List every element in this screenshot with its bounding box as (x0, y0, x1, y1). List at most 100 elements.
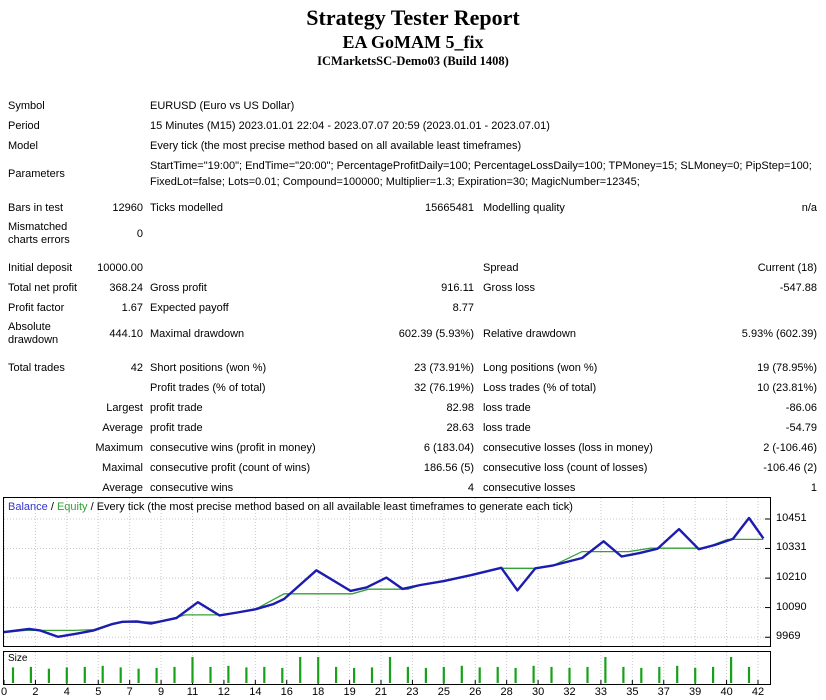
info-value: Every tick (the most precise method base… (150, 140, 522, 152)
stat-label-1: Bars in test (8, 201, 64, 214)
stat-label-2: consecutive profit (count of wins) (150, 461, 311, 474)
size-bar (568, 667, 571, 683)
x-axis-label: 40 (720, 686, 733, 698)
stat-value-2: 916.11 (441, 282, 474, 294)
stat-row: Profit trades (% of total) 32 (76.19%) Los… (0, 378, 826, 398)
report-server-build: ICMarketsSC-Demo03 (Build 1408) (317, 54, 509, 68)
size-bar (658, 666, 661, 683)
size-bar (65, 667, 68, 683)
stat-value-1: Average (102, 422, 143, 434)
stat-value-2: 602.39 (5.93%) (398, 328, 474, 340)
x-axis-label: 23 (406, 686, 419, 698)
stat-value-2: 8.77 (452, 302, 474, 314)
x-axis-label: 37 (657, 686, 670, 698)
stat-value-1: Average (102, 482, 143, 494)
size-panel-label: Size (8, 653, 28, 664)
x-axis-label: 16 (280, 686, 293, 698)
size-bar (442, 666, 445, 683)
stat-label-2: consecutive wins (150, 481, 234, 494)
x-axis-label: 25 (437, 686, 450, 698)
stat-value-3: -547.88 (779, 282, 817, 294)
stat-row: Maximum consecutive wins (profit in money… (0, 438, 826, 458)
size-bar (281, 667, 284, 683)
x-axis-label: 14 (249, 686, 262, 698)
stat-value-1: Maximal (102, 462, 143, 474)
info-value: StartTime="19:00"; EndTime="20:00"; Perc… (150, 160, 812, 188)
stat-label-3: consecutive loss (count of losses) (483, 461, 648, 474)
y-axis-label: 10210 (776, 571, 807, 584)
report-ea-name: EA GoMAM 5_fix (342, 32, 484, 52)
x-axis-label: 2 (32, 686, 39, 698)
size-bar (83, 666, 86, 683)
x-axis-label: 4 (63, 686, 70, 698)
x-axis-label: 30 (531, 686, 545, 698)
size-bar (496, 666, 499, 683)
stat-label-1: Mismatched charts errors (8, 221, 70, 246)
stat-value-1: 368.24 (109, 282, 143, 294)
chart-legend: Balance / Equity / Every tick (the most … (8, 501, 573, 513)
size-bar (424, 667, 427, 683)
x-axis-label: 21 (374, 686, 388, 698)
x-axis-label: 32 (563, 686, 576, 698)
stat-value-2: 32 (76.19%) (414, 382, 474, 394)
size-bar (137, 668, 140, 683)
stat-label-3: Loss trades (% of total) (483, 381, 597, 394)
info-label: Parameters (8, 167, 65, 180)
size-bar (604, 657, 607, 683)
stat-row: Average profit trade 28.63 loss trade -54.79 (0, 418, 826, 438)
stat-row: Largest profit trade 82.98 loss trade -86.06 (0, 398, 826, 418)
stat-value-1: 0 (136, 228, 143, 240)
stat-label-3: consecutive losses (loss in money) (483, 441, 653, 454)
size-bar (676, 665, 679, 683)
size-bar (245, 667, 248, 683)
x-axis-label: 5 (95, 686, 102, 698)
stat-value-2: 82.98 (446, 402, 474, 414)
y-axis-label: 9969 (776, 630, 801, 643)
stat-label-3: Gross loss (483, 281, 535, 294)
stat-label-1: Initial deposit (8, 261, 73, 274)
info-label: Model (8, 139, 38, 152)
x-axis-label: 26 (469, 686, 482, 698)
x-axis-label: 35 (626, 686, 639, 698)
size-bar (532, 665, 535, 683)
stat-value-3: 19 (78.95%) (757, 362, 817, 374)
size-bar (119, 667, 122, 683)
size-bar (460, 665, 463, 683)
stat-value-2: 4 (467, 482, 474, 494)
stat-value-1: Largest (106, 402, 143, 414)
stat-value-1: 444.10 (109, 328, 143, 340)
x-axis-label: 11 (186, 686, 199, 698)
info-row: Symbol EURUSD (Euro vs US Dollar) (0, 96, 826, 116)
size-bar (478, 667, 481, 683)
stat-value-2: 23 (73.91%) (414, 362, 474, 374)
size-bar (155, 667, 158, 683)
size-bar (227, 665, 230, 683)
info-row: Parameters StartTime="19:00"; EndTime="20… (0, 156, 826, 192)
size-bar (622, 666, 625, 683)
info-value: 15 Minutes (M15) 2023.01.01 22:04 - 2023… (150, 120, 550, 132)
stat-label-1: Total trades (8, 361, 65, 374)
stat-value-2: 15665481 (425, 202, 474, 214)
info-label: Period (8, 119, 40, 132)
stat-row: Profit factor 1.67 Expected payoff 8.77 (0, 298, 826, 318)
stat-row: Total trades 42 Short positions (won %) 23 … (0, 358, 826, 378)
stat-value-3: n/a (801, 202, 817, 214)
stat-row: Mismatched charts errors 0 (0, 218, 826, 250)
stat-label-1: Total net profit (8, 281, 78, 294)
stat-label-3: loss trade (483, 401, 531, 414)
legend-balance-label: Balance (8, 501, 48, 513)
lot-size-panel: Size (3, 651, 771, 685)
stat-label-2: Gross profit (150, 281, 207, 294)
stat-label-3: Modelling quality (483, 201, 565, 214)
stat-value-3: -86.06 (785, 402, 817, 414)
size-bar (514, 667, 517, 683)
stat-value-2: 28.63 (446, 422, 474, 434)
stat-label-2: Maximal drawdown (150, 327, 245, 340)
size-plot-area (4, 652, 759, 684)
size-bar (263, 666, 266, 683)
stat-value-3: Current (18) (757, 262, 817, 274)
chart-x-axis-labels: 0 2 4 5 7 9 11 12 14 16 18 19 21 23 25 26 28 30 32 33 35 37 39… (0, 686, 826, 699)
stat-label-2: Profit trades (% of total) (150, 381, 266, 394)
stat-label-2: Expected payoff (150, 301, 229, 314)
stat-value-3: 5.93% (602.39) (741, 328, 817, 340)
